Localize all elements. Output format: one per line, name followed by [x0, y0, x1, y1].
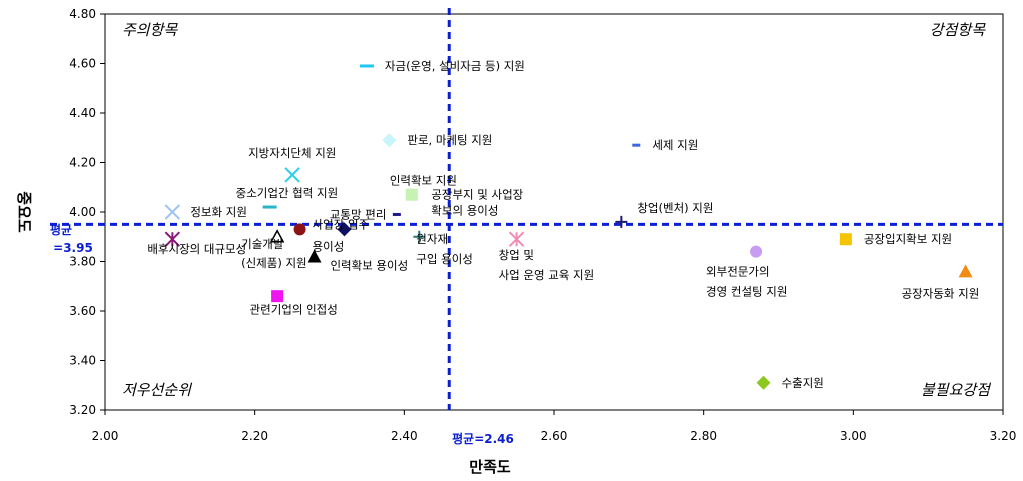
- data-label: 자금(운영, 설비자금 등) 지원: [385, 59, 525, 73]
- y-tick-label: 4.40: [69, 106, 96, 120]
- x-axis-title: 만족도: [469, 458, 511, 476]
- data-label: 공장자동화 지원: [902, 286, 980, 300]
- quadrant-label-top-right: 강점항목: [930, 21, 986, 39]
- y-axis-title: 중요도: [15, 191, 33, 233]
- x-tick-label: 2.40: [391, 429, 418, 443]
- data-label: 외부전문가의 경영 컨설팅 지원: [706, 265, 787, 299]
- quadrant-label-top-left: 주의항목: [122, 21, 178, 39]
- data-label: 공장부지 및 사업장 확보의 용이성: [431, 187, 523, 217]
- y-tick-label: 4.00: [69, 205, 96, 219]
- marker: [164, 204, 181, 220]
- avg-y-label-line2: =3.95: [53, 241, 93, 255]
- quadrant-label-bottom-left: 저우선순위: [122, 381, 192, 399]
- marker: [269, 229, 285, 243]
- marker: [293, 223, 306, 236]
- data-label: 교통망 편리: [330, 207, 387, 221]
- marker: [271, 290, 284, 303]
- x-tick-label: 3.00: [840, 429, 867, 443]
- data-label: 수출지원: [782, 376, 824, 390]
- y-axis-ticks: 3.20 3.40 3.60 3.80 4.00 4.20 4.40 4.60 4.80: [69, 7, 105, 417]
- data-markers: [164, 64, 973, 390]
- quadrant-label-bottom-right: 불필요강점: [921, 381, 992, 399]
- marker: [284, 167, 300, 183]
- marker: [750, 245, 763, 258]
- x-tick-label: 2.20: [241, 429, 268, 443]
- data-label: 기술개발 (신제품) 지원: [241, 237, 307, 270]
- data-label: 세제 지원: [652, 138, 698, 152]
- y-tick-label: 4.60: [69, 57, 96, 71]
- x-axis-ticks: 2.00 2.20 2.40 2.60 2.80 3.00 3.20: [92, 410, 1017, 443]
- y-tick-label: 4.80: [69, 7, 96, 21]
- average-lines: [50, 8, 1003, 410]
- y-tick-label: 3.20: [69, 403, 96, 417]
- avg-x-label: 평균=2.46: [452, 432, 514, 446]
- marker: [307, 249, 322, 263]
- y-tick-label: 4.20: [69, 156, 96, 170]
- data-label: 정보화 지원: [190, 205, 247, 219]
- data-label: 사업장 입주 용이성: [313, 217, 370, 253]
- data-label: 중소기업간 협력 지원: [236, 186, 339, 200]
- marker: [413, 230, 426, 243]
- y-tick-label: 3.60: [69, 304, 96, 318]
- marker: [508, 231, 525, 247]
- data-label: 지방자치단체 지원: [248, 146, 336, 160]
- marker: [382, 133, 397, 148]
- y-tick-label: 3.40: [69, 354, 96, 368]
- marker: [756, 375, 771, 390]
- data-label: 배후시장의 대규모성: [147, 242, 246, 256]
- data-label: 창업 및 사업 운영 교육 지원: [499, 248, 595, 282]
- data-label: 공장입지확보 지원: [864, 232, 952, 246]
- data-label: 원자재 구입 용이성: [416, 232, 473, 266]
- marker: [839, 233, 852, 246]
- marker: [359, 64, 374, 68]
- x-tick-label: 3.20: [990, 429, 1017, 443]
- data-label: 인력확보 지원: [390, 174, 457, 188]
- data-label: 판로, 마케팅 지원: [407, 133, 492, 147]
- marker: [615, 215, 628, 228]
- data-label: 관련기업의 인접성: [250, 303, 338, 317]
- marker: [958, 264, 973, 278]
- avg-y-label-line1: 평균: [50, 223, 72, 237]
- marker: [392, 212, 401, 216]
- x-tick-label: 2.60: [541, 429, 568, 443]
- marker: [262, 205, 277, 209]
- y-tick-label: 3.80: [69, 255, 96, 269]
- marker: [632, 143, 641, 147]
- marker: [405, 188, 418, 201]
- data-label: 인력확보 용이성: [330, 258, 408, 272]
- marker: [337, 222, 352, 237]
- x-tick-label: 2.80: [690, 429, 717, 443]
- marker: [164, 231, 181, 247]
- data-label: 창업(벤처) 지원: [637, 201, 713, 215]
- x-tick-label: 2.00: [92, 429, 119, 443]
